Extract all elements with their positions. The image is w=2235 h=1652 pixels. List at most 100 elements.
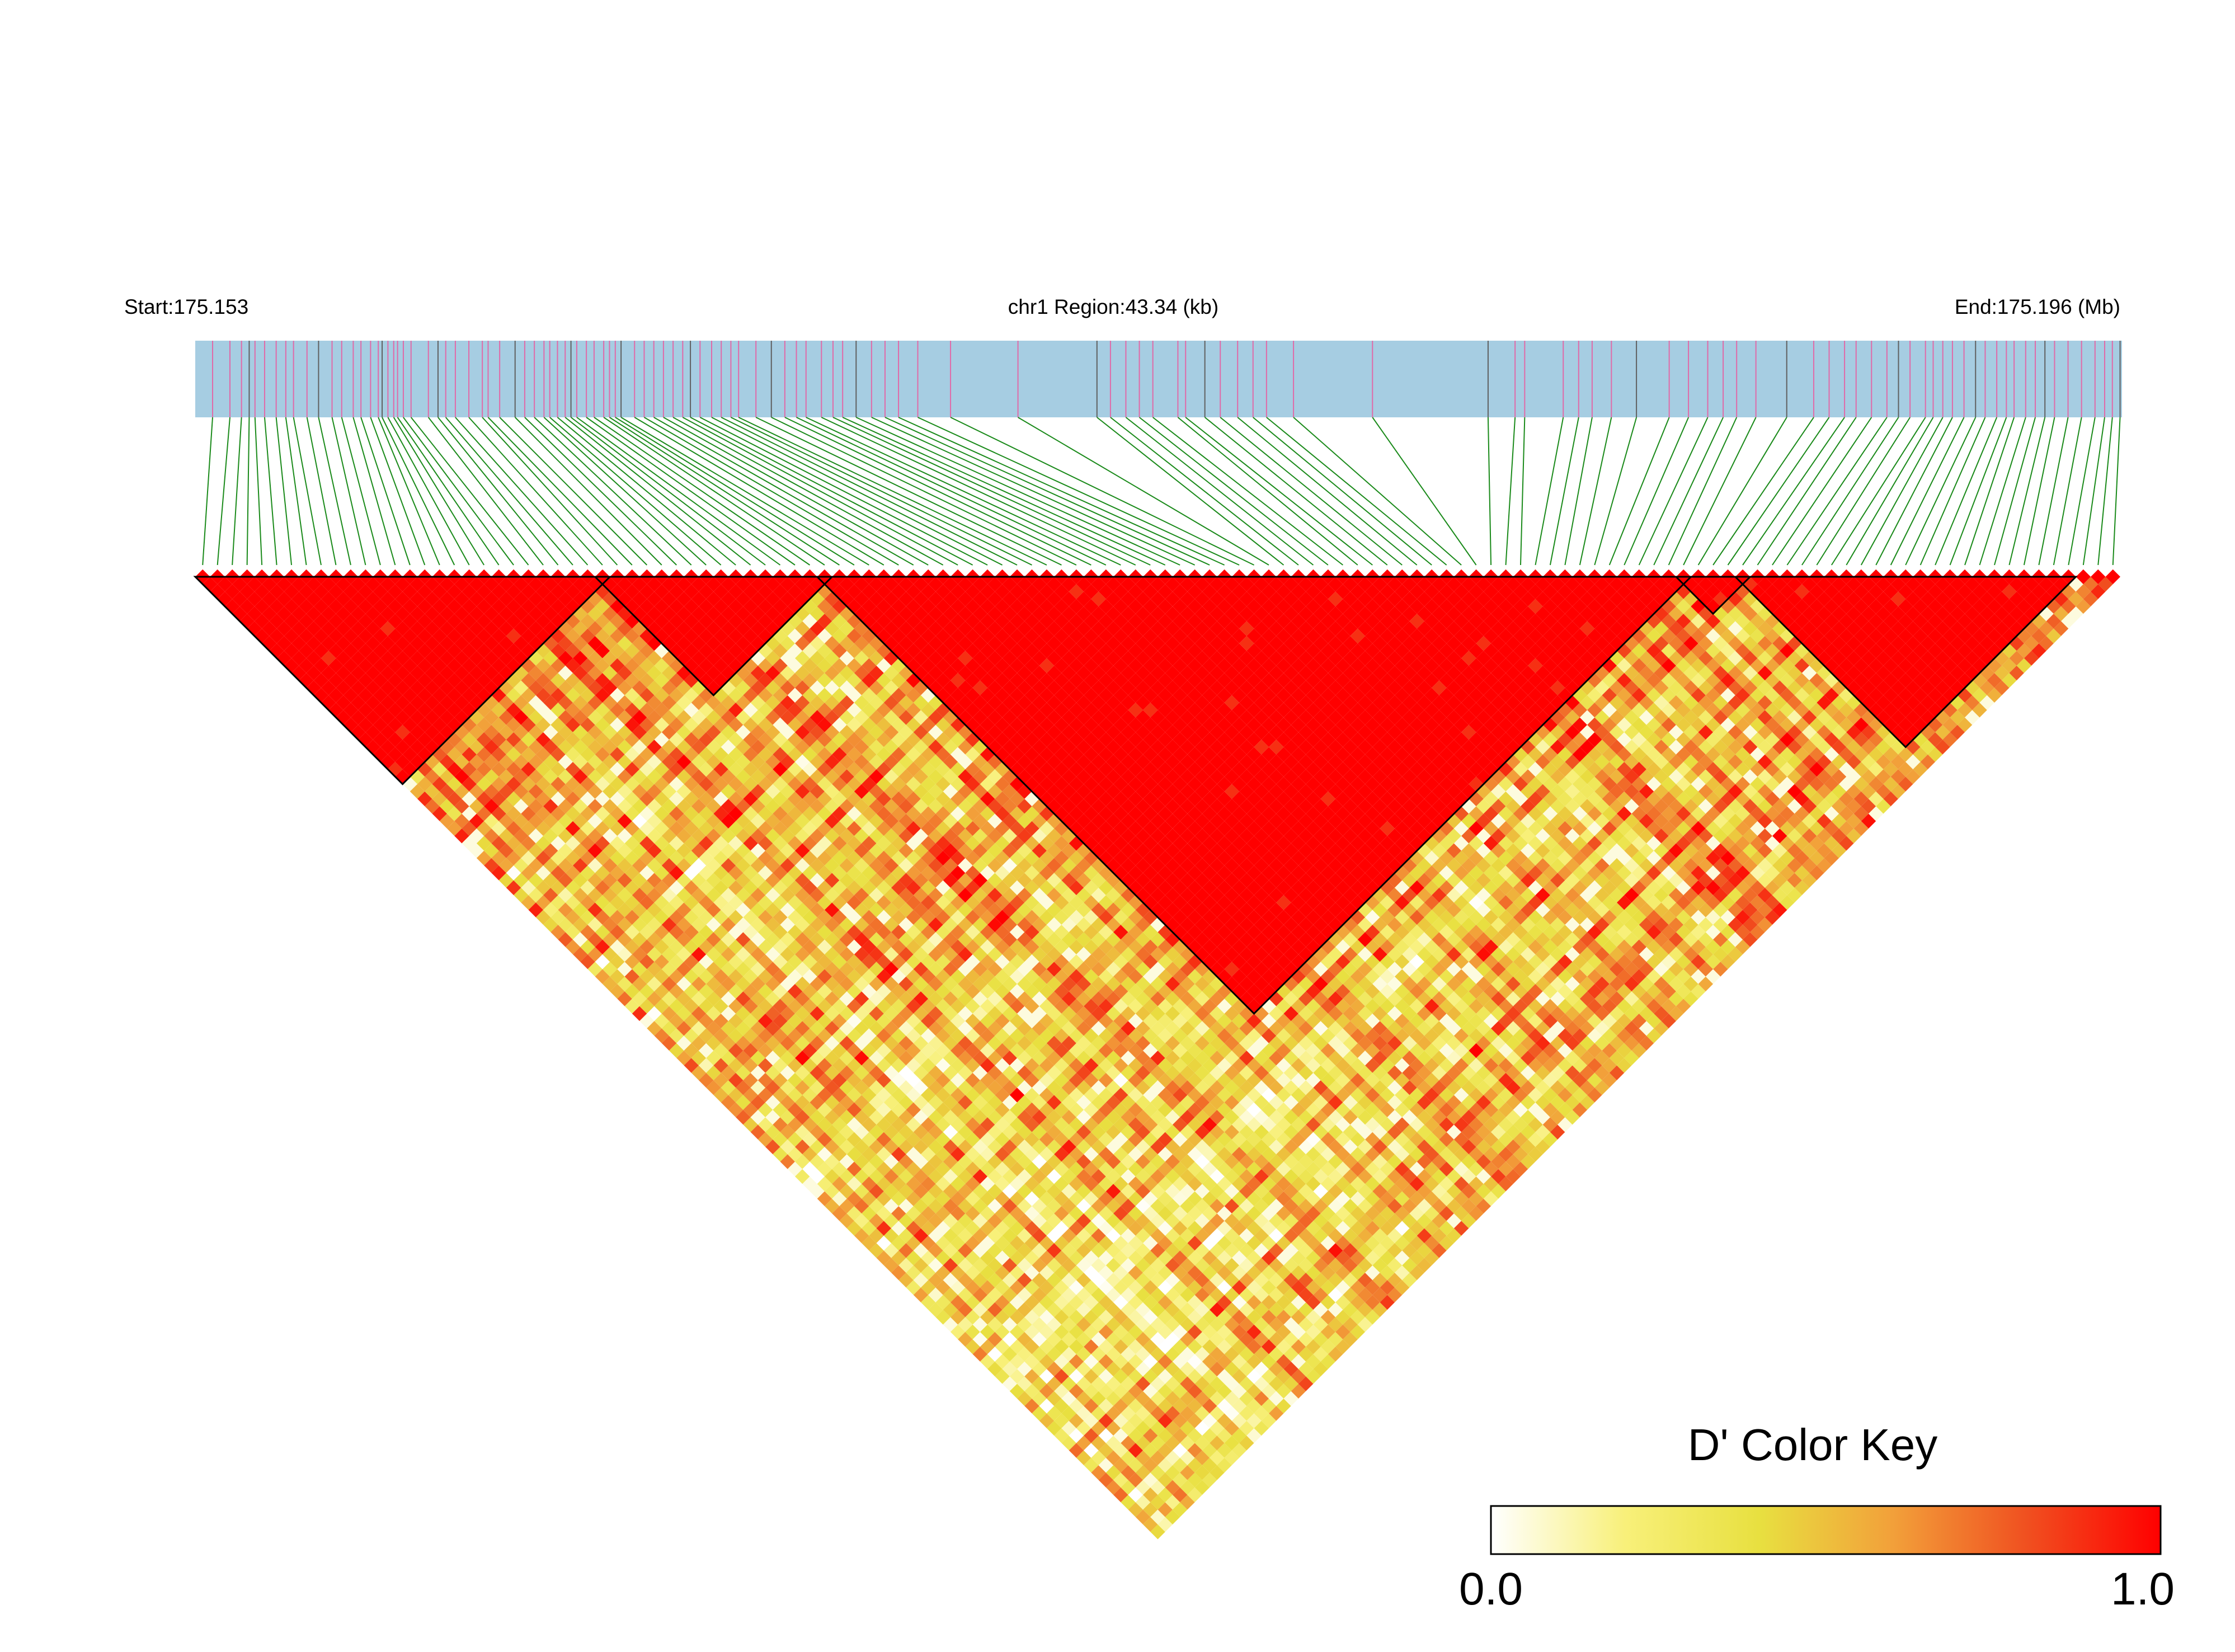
ld-cell — [1054, 1413, 1069, 1428]
ld-cell — [920, 1221, 936, 1236]
ld-cell — [846, 1147, 862, 1162]
ld-cell — [1084, 1399, 1099, 1414]
ld-cell — [1098, 1383, 1114, 1399]
snp-connector — [2097, 417, 2113, 566]
ld-cell — [839, 1198, 854, 1214]
ld-cell — [787, 1102, 803, 1118]
ld-cell — [1084, 1443, 1099, 1458]
ld-cell — [913, 1273, 929, 1288]
ld-cell — [1032, 1347, 1047, 1362]
ld-cell — [898, 1198, 914, 1214]
snp-connector — [1564, 417, 1593, 566]
ld-cell — [1091, 1450, 1106, 1466]
ld-cell — [565, 850, 581, 866]
ld-cell — [1046, 1331, 1062, 1347]
ld-cell — [1024, 1369, 1039, 1384]
snp-connector — [1638, 417, 1709, 566]
snp-connector — [1905, 417, 1977, 566]
ld-cell — [1046, 1420, 1062, 1436]
snp-connector — [306, 417, 337, 566]
ld-cell — [935, 1235, 951, 1251]
snp-connector — [755, 417, 1062, 566]
ld-cell — [1128, 1457, 1144, 1473]
ld-cell — [1091, 1436, 1106, 1451]
ld-cell — [832, 1147, 847, 1162]
ld-cell — [995, 1339, 1010, 1354]
ld-cell — [980, 1354, 995, 1369]
snp-connector — [917, 417, 1240, 566]
snp-connector-lines — [202, 417, 2121, 566]
ld-cell — [943, 1273, 958, 1288]
ld-cell — [950, 1265, 966, 1281]
snp-connector — [1579, 417, 1612, 566]
snp-connector — [1253, 417, 1432, 566]
ld-cell — [1069, 1369, 1084, 1384]
ld-cell — [276, 591, 292, 606]
ld-cell — [980, 1324, 995, 1340]
ld-cell — [965, 1280, 980, 1295]
ld-cell — [906, 1265, 921, 1281]
ld-cell — [935, 1265, 951, 1281]
ld-cell — [1121, 1406, 1136, 1421]
ld-cell — [1113, 1487, 1128, 1503]
snp-connector — [1935, 417, 1998, 566]
ld-cell — [1084, 1369, 1099, 1384]
ld-cell — [995, 1369, 1010, 1384]
ld-cell — [365, 724, 380, 740]
snp-connector — [738, 417, 1047, 566]
ld-cell — [1121, 1420, 1136, 1436]
snp-connector — [653, 417, 914, 566]
ld-cell — [906, 1235, 921, 1251]
ld-cell — [1039, 1324, 1055, 1340]
ld-cell — [928, 1273, 943, 1288]
snp-connector — [1860, 417, 1944, 566]
ld-cell — [1061, 1376, 1076, 1391]
ld-cell — [832, 1206, 847, 1221]
ld-cell — [1076, 1361, 1091, 1377]
snp-connector — [2008, 417, 2046, 566]
snp-connector — [264, 417, 277, 566]
ld-cell — [869, 1228, 884, 1244]
region-end-label: End:175.196 (Mb) — [1955, 295, 2120, 318]
snp-connector — [427, 417, 544, 566]
ld-cell — [1098, 1472, 1114, 1488]
snp-connector — [254, 417, 263, 566]
ld-cell — [854, 1184, 869, 1199]
snp-connector — [514, 417, 662, 566]
ld-cell — [943, 1258, 958, 1273]
snp-connector — [1727, 417, 1830, 566]
ld-cell — [1098, 1413, 1114, 1428]
ld-cell — [1046, 1376, 1062, 1391]
snp-connector — [1653, 417, 1724, 566]
ld-cell — [1069, 1413, 1084, 1428]
ld-cell — [906, 1280, 921, 1295]
snp-connector — [1949, 417, 2007, 566]
ld-cell — [1054, 1383, 1069, 1399]
ld-cell — [972, 1347, 988, 1362]
ld-cell — [862, 1235, 877, 1251]
snp-connector — [275, 417, 293, 566]
ld-cell — [883, 1198, 899, 1214]
snp-connector — [576, 417, 781, 566]
snp-connector — [1697, 417, 1787, 566]
ld-cell — [824, 1184, 840, 1199]
snp-connector — [2082, 417, 2105, 566]
ld-cell — [1098, 1399, 1114, 1414]
snp-connector — [682, 417, 958, 566]
ld-cell — [1032, 1361, 1047, 1377]
snp-connector — [1668, 417, 1738, 566]
ld-cell — [876, 1191, 892, 1206]
snp-connector — [285, 417, 307, 566]
snp-connector — [1487, 417, 1492, 566]
ld-cell — [906, 1206, 921, 1221]
ld-cell — [891, 1235, 906, 1251]
ld-cell — [276, 606, 292, 622]
ld-cell — [1032, 1406, 1047, 1421]
ld-cell — [972, 1317, 988, 1332]
ld-cell — [1032, 1317, 1047, 1332]
ld-cell — [1076, 1450, 1091, 1466]
ld-cell — [950, 1235, 966, 1251]
ld-cell — [920, 1250, 936, 1265]
ld-cell — [1017, 1347, 1032, 1362]
ld-cell — [1017, 1317, 1032, 1332]
